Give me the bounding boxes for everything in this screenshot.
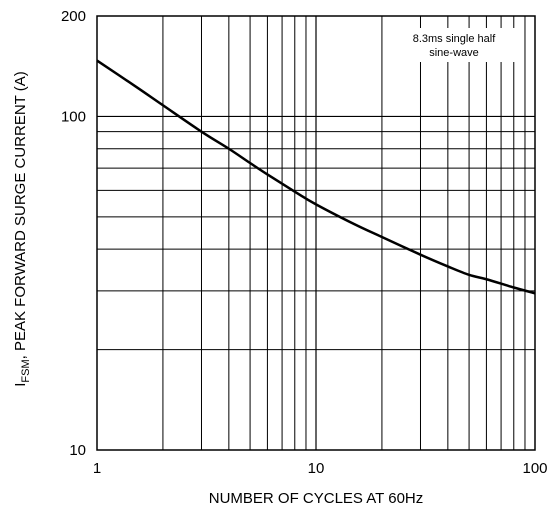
series-line [96, 59, 536, 295]
y-tick-label: 200 [61, 8, 86, 25]
x-tick-label: 100 [522, 460, 547, 477]
y-axis-label-rest: , PEAK FORWARD SURGE CURRENT (A) [12, 71, 29, 359]
plot-frame [96, 15, 536, 451]
annotation-line-1: 8.3ms single half [413, 33, 496, 45]
x-tick-label: 10 [308, 460, 325, 477]
annotation-line-2: sine-wave [429, 47, 479, 59]
annotation-background [386, 28, 522, 62]
y-tick-label: 10 [69, 442, 86, 459]
x-tick-label: 1 [93, 460, 101, 477]
tick-labels: 1 10 100 10 100 200 [61, 8, 548, 477]
grid [97, 16, 535, 450]
y-axis-label-subscript: FSM [20, 359, 32, 382]
x-axis-label: NUMBER OF CYCLES AT 60Hz [209, 490, 424, 507]
y-tick-label: 100 [61, 108, 86, 125]
y-axis-label: IFSM, PEAK FORWARD SURGE CURRENT (A) [12, 71, 32, 387]
y-axis-label-main: I [12, 383, 29, 387]
